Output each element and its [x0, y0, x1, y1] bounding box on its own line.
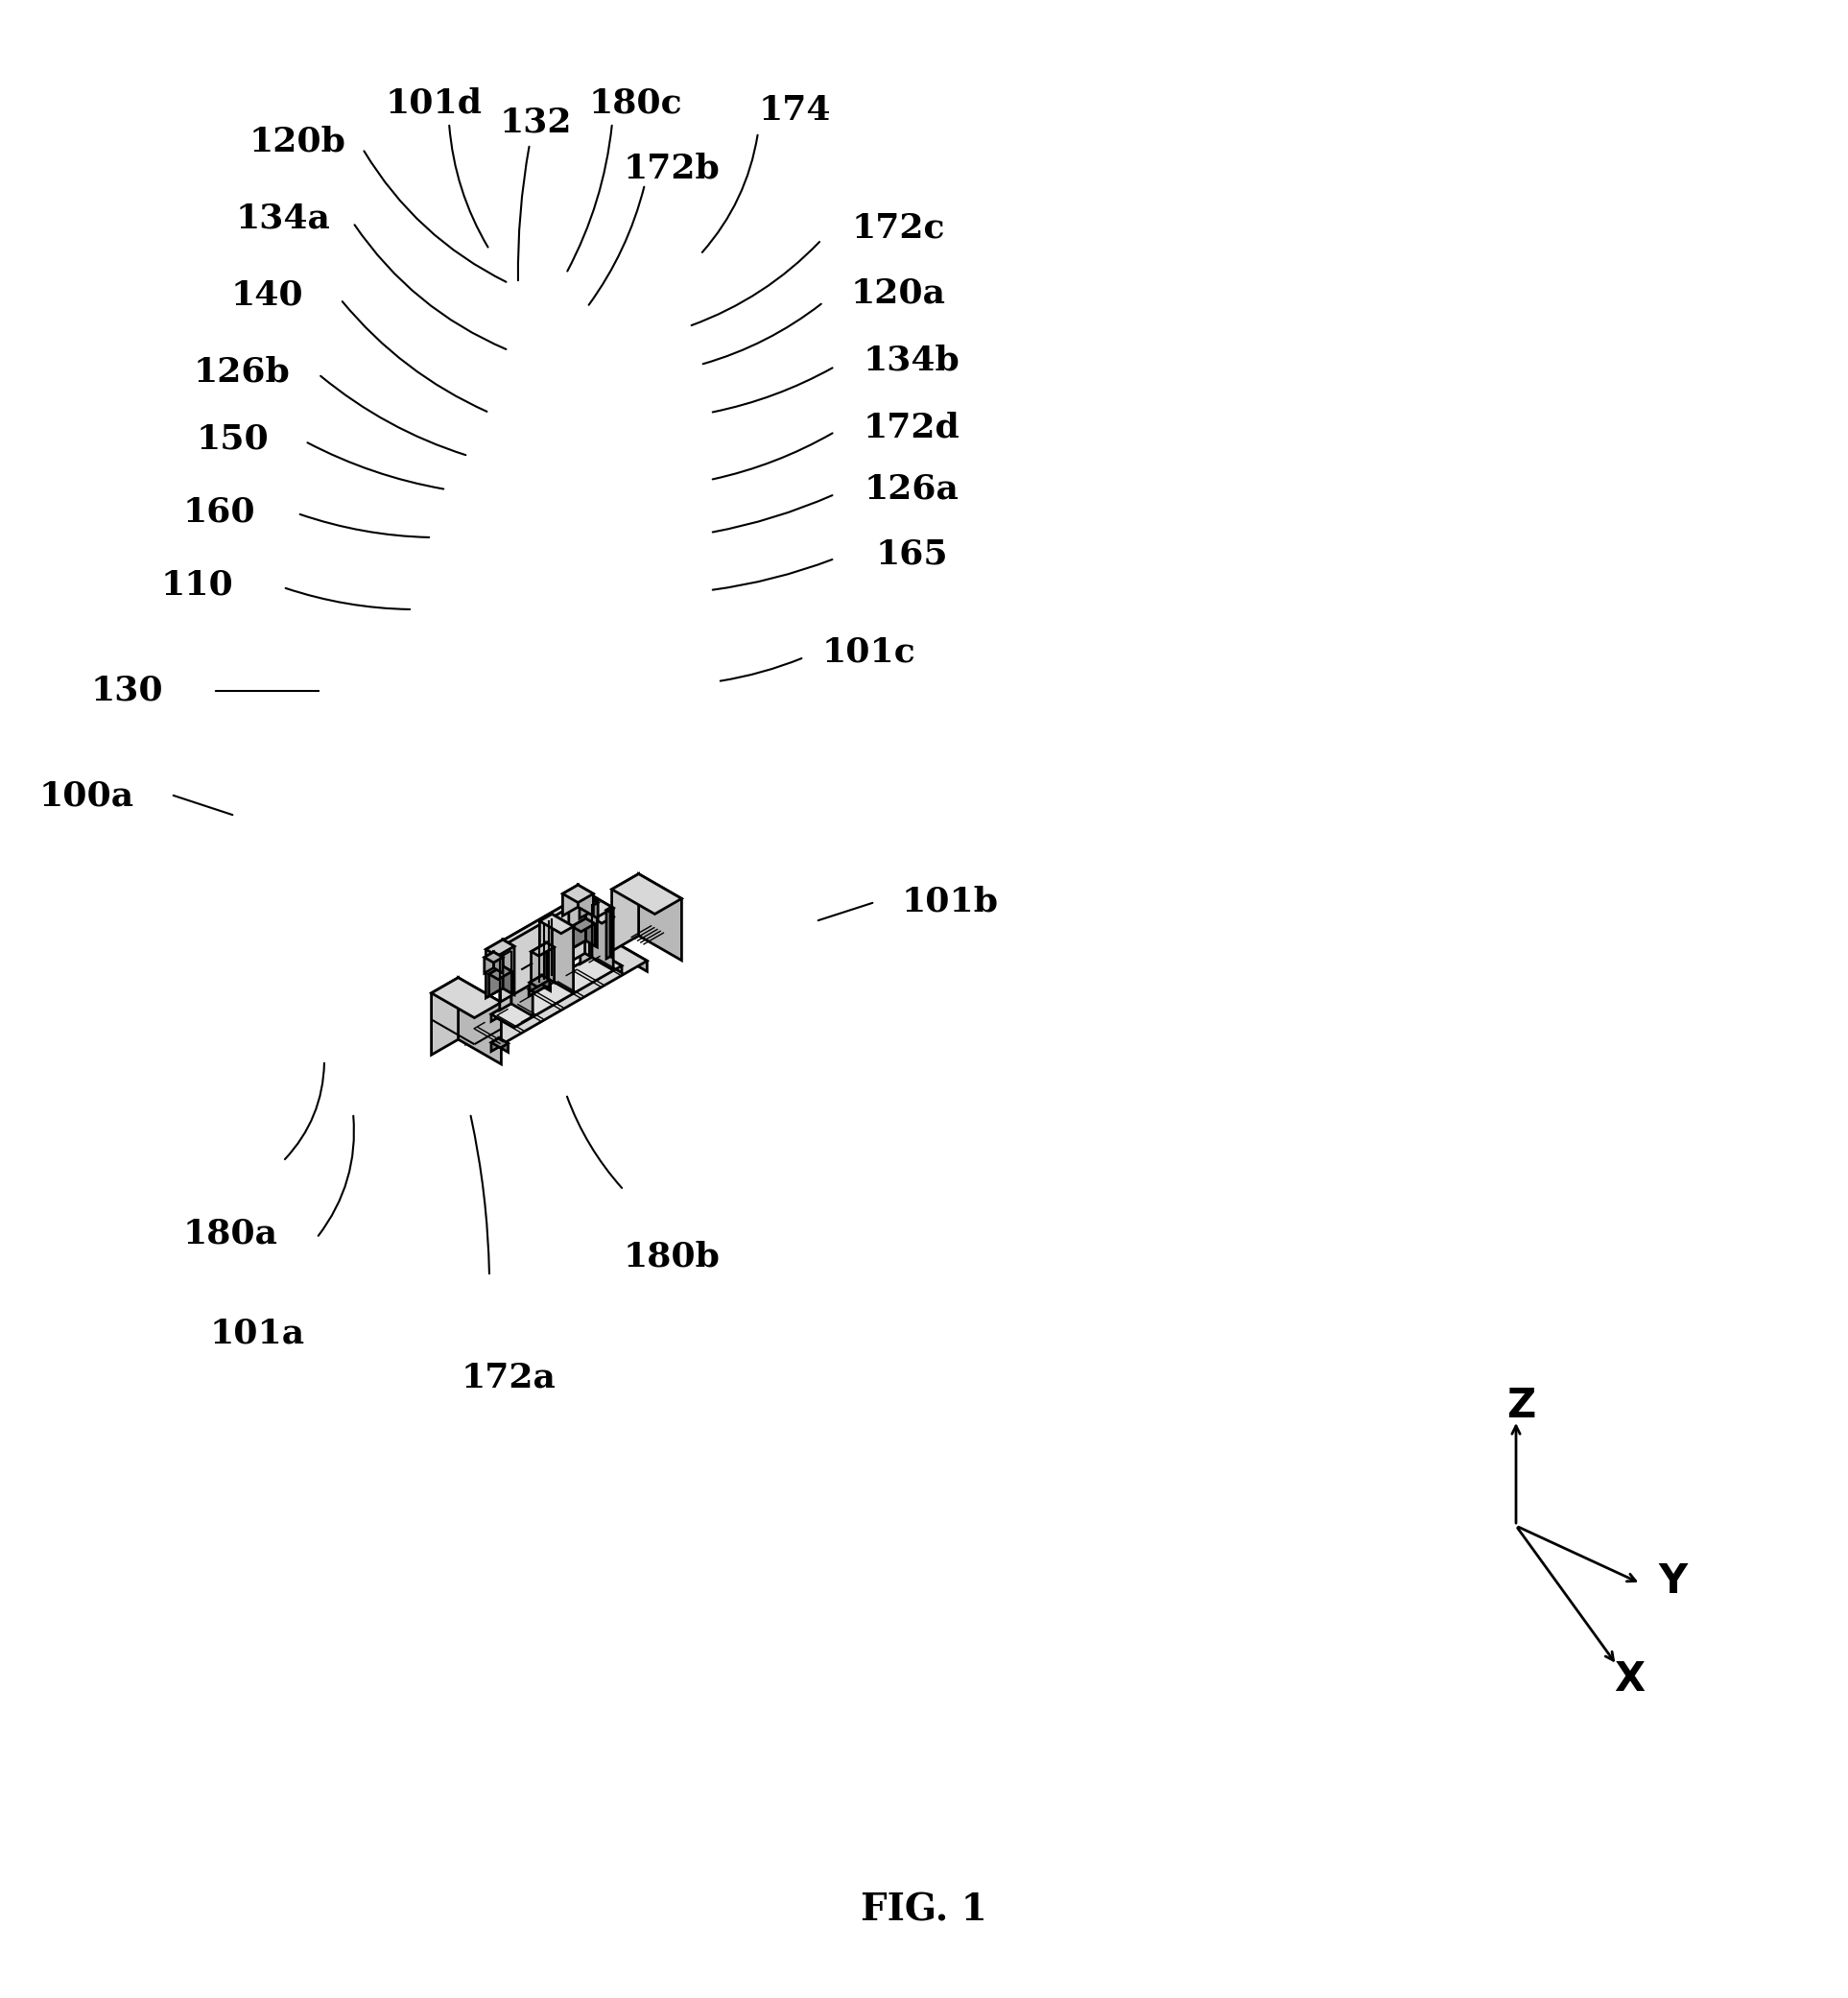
Polygon shape: [606, 907, 612, 911]
Text: FIG. 1: FIG. 1: [861, 1892, 987, 1928]
Polygon shape: [490, 967, 503, 997]
Text: 172b: 172b: [623, 152, 721, 184]
Polygon shape: [530, 943, 547, 987]
Polygon shape: [466, 945, 647, 1049]
Polygon shape: [571, 919, 595, 931]
Polygon shape: [562, 885, 578, 915]
Text: 134b: 134b: [863, 344, 959, 376]
Polygon shape: [639, 873, 682, 961]
Polygon shape: [492, 953, 621, 1027]
Text: 101b: 101b: [902, 885, 998, 919]
Polygon shape: [569, 891, 597, 909]
Polygon shape: [612, 873, 682, 913]
Polygon shape: [529, 981, 551, 993]
Text: 100a: 100a: [39, 779, 133, 813]
Polygon shape: [590, 897, 599, 919]
Text: 160: 160: [183, 496, 255, 527]
Polygon shape: [547, 943, 554, 983]
Polygon shape: [610, 907, 612, 957]
Polygon shape: [512, 951, 532, 1017]
Text: 172c: 172c: [852, 212, 944, 244]
Polygon shape: [530, 975, 549, 987]
Polygon shape: [586, 919, 595, 945]
Polygon shape: [501, 893, 586, 1001]
Polygon shape: [540, 913, 573, 933]
Polygon shape: [458, 977, 501, 1065]
Polygon shape: [499, 895, 591, 957]
Polygon shape: [553, 913, 573, 993]
Polygon shape: [530, 943, 554, 955]
Text: 101a: 101a: [209, 1317, 305, 1351]
Polygon shape: [599, 953, 621, 973]
Polygon shape: [529, 981, 543, 997]
Text: 132: 132: [499, 106, 571, 140]
Polygon shape: [578, 885, 593, 915]
Polygon shape: [562, 885, 593, 903]
Polygon shape: [606, 907, 610, 959]
Polygon shape: [499, 1039, 508, 1053]
Polygon shape: [486, 939, 503, 997]
Text: 134a: 134a: [235, 202, 331, 236]
Polygon shape: [492, 953, 599, 1021]
Text: 101c: 101c: [822, 635, 915, 669]
Polygon shape: [612, 873, 639, 951]
Text: 126a: 126a: [865, 474, 959, 505]
Polygon shape: [484, 951, 503, 963]
Polygon shape: [492, 1039, 508, 1047]
Polygon shape: [580, 905, 591, 963]
Text: 120a: 120a: [850, 276, 946, 310]
Polygon shape: [492, 1039, 499, 1051]
Text: Y: Y: [1658, 1560, 1687, 1602]
Polygon shape: [503, 939, 514, 995]
Polygon shape: [586, 891, 597, 947]
Text: 130: 130: [91, 675, 163, 707]
Text: 126b: 126b: [194, 356, 290, 390]
Text: 180b: 180b: [623, 1241, 721, 1273]
Polygon shape: [580, 897, 599, 907]
Polygon shape: [571, 919, 586, 949]
Polygon shape: [493, 951, 503, 973]
Polygon shape: [619, 945, 647, 971]
Text: 150: 150: [196, 424, 268, 456]
Polygon shape: [431, 977, 458, 1055]
Text: 180a: 180a: [183, 1217, 277, 1249]
Polygon shape: [591, 905, 614, 969]
Polygon shape: [486, 939, 514, 955]
Polygon shape: [431, 977, 501, 1017]
Polygon shape: [484, 951, 493, 973]
Polygon shape: [499, 895, 614, 961]
Text: 120b: 120b: [249, 126, 346, 158]
Polygon shape: [466, 945, 619, 1043]
Polygon shape: [530, 975, 541, 991]
Text: 110: 110: [161, 569, 233, 601]
Polygon shape: [580, 905, 614, 923]
Polygon shape: [501, 893, 590, 945]
Polygon shape: [503, 967, 512, 993]
Text: X: X: [1613, 1658, 1645, 1700]
Polygon shape: [543, 981, 551, 991]
Polygon shape: [569, 891, 586, 951]
Text: Z: Z: [1506, 1387, 1536, 1427]
Polygon shape: [580, 897, 590, 919]
Text: 101d: 101d: [384, 88, 482, 120]
Polygon shape: [540, 913, 553, 987]
Text: 172d: 172d: [863, 412, 959, 444]
Polygon shape: [591, 895, 614, 917]
Text: 140: 140: [231, 280, 303, 312]
Polygon shape: [541, 975, 549, 989]
Polygon shape: [586, 893, 590, 955]
Text: 172a: 172a: [462, 1361, 556, 1393]
Polygon shape: [490, 967, 512, 979]
Polygon shape: [499, 951, 512, 1011]
Polygon shape: [499, 951, 532, 969]
Text: 165: 165: [876, 537, 948, 571]
Text: 174: 174: [758, 94, 832, 126]
Text: 180c: 180c: [588, 88, 682, 120]
